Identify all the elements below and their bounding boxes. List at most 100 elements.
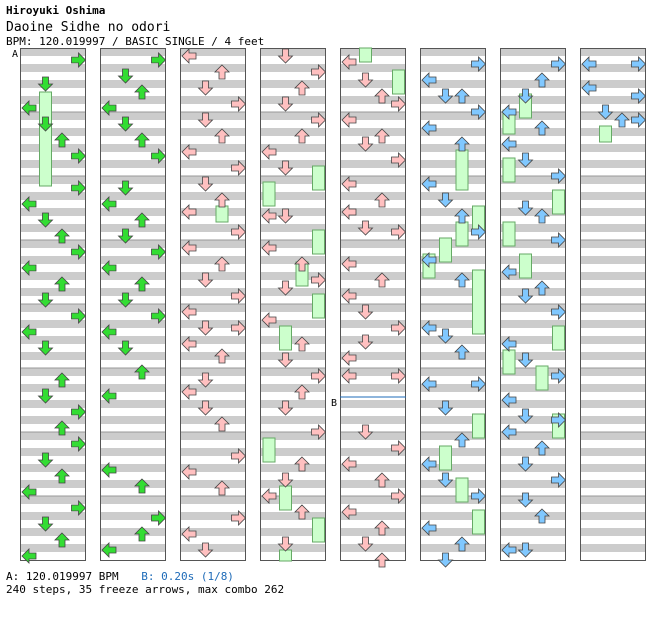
beat-stripe	[580, 304, 646, 312]
left-arrow	[181, 144, 197, 160]
beat-stripe	[20, 272, 86, 280]
left-arrow	[101, 324, 117, 340]
chart-column	[100, 48, 166, 561]
beat-stripe	[180, 416, 246, 424]
beat-stripe	[420, 304, 486, 312]
beat-stripe	[580, 240, 646, 248]
beat-stripe	[180, 128, 246, 136]
beat-stripe	[180, 80, 246, 88]
beat-stripe	[20, 144, 86, 152]
left-arrow	[21, 100, 37, 116]
left-arrow	[181, 336, 197, 352]
up-arrow	[534, 208, 550, 224]
beat-stripe	[340, 416, 406, 424]
up-arrow	[214, 480, 230, 496]
up-arrow	[214, 128, 230, 144]
beat-stripe	[20, 384, 86, 392]
left-arrow	[21, 484, 37, 500]
down-arrow	[117, 116, 134, 132]
beat-stripe	[20, 320, 86, 328]
beat-stripe	[100, 464, 166, 472]
beat-stripe	[20, 352, 86, 360]
beat-stripe	[100, 192, 166, 200]
right-arrow	[551, 412, 567, 428]
up-arrow	[54, 468, 70, 484]
up-arrow	[134, 276, 150, 292]
beat-stripe	[180, 160, 246, 168]
beat-stripe	[260, 336, 326, 344]
down-arrow	[197, 112, 214, 128]
right-arrow	[231, 448, 247, 464]
freeze-bar	[472, 269, 485, 335]
beat-stripe	[260, 480, 326, 488]
freeze-bar	[392, 69, 405, 95]
left-arrow	[181, 384, 197, 400]
beat-stripe	[420, 416, 486, 424]
right-arrow	[391, 152, 407, 168]
beat-stripe	[340, 256, 406, 264]
up-arrow	[534, 120, 550, 136]
left-arrow	[341, 256, 357, 272]
left-arrow	[421, 376, 437, 392]
beat-stripe	[20, 288, 86, 296]
freeze-bar	[502, 221, 516, 247]
beat-stripe	[260, 176, 326, 184]
left-arrow	[501, 424, 517, 440]
beat-stripe	[580, 192, 646, 200]
down-arrow	[437, 328, 454, 344]
beat-stripe	[500, 160, 566, 168]
left-arrow	[421, 72, 437, 88]
beat-stripe	[180, 48, 246, 56]
beat-stripe	[180, 224, 246, 232]
right-arrow	[551, 304, 567, 320]
beat-stripe	[500, 272, 566, 280]
down-arrow	[437, 400, 454, 416]
beat-stripe	[180, 368, 246, 376]
beat-stripe	[260, 432, 326, 440]
up-arrow	[294, 336, 310, 352]
left-arrow	[181, 204, 197, 220]
left-arrow	[101, 462, 117, 478]
left-arrow	[421, 252, 437, 268]
beat-stripe	[260, 384, 326, 392]
beat-stripe	[180, 528, 246, 536]
right-arrow	[231, 320, 247, 336]
beat-stripe	[260, 48, 326, 56]
down-arrow	[197, 372, 214, 388]
right-arrow	[151, 52, 167, 68]
down-arrow	[597, 104, 614, 120]
beat-stripe	[20, 96, 86, 104]
right-arrow	[231, 224, 247, 240]
beat-stripe	[20, 112, 86, 120]
beat-stripe	[100, 256, 166, 264]
beat-stripe	[420, 432, 486, 440]
beat-stripe	[420, 112, 486, 120]
freeze-bar	[455, 477, 469, 503]
beat-stripe	[340, 208, 406, 216]
beat-stripe	[580, 272, 646, 280]
down-arrow	[197, 272, 214, 288]
marker-a: A	[12, 49, 18, 60]
column-border	[420, 48, 486, 561]
beat-stripe	[420, 256, 486, 264]
beat-stripe	[500, 224, 566, 232]
right-arrow	[631, 56, 647, 72]
right-arrow	[231, 96, 247, 112]
beat-stripe	[420, 320, 486, 328]
beat-stripe	[260, 544, 326, 552]
beat-stripe	[20, 464, 86, 472]
beat-stripe	[340, 400, 406, 408]
step-chart: AB	[12, 47, 647, 568]
beat-stripe	[580, 464, 646, 472]
freeze-bar	[312, 165, 325, 191]
beat-stripe	[100, 480, 166, 488]
beat-stripe	[20, 224, 86, 232]
up-arrow	[214, 348, 230, 364]
down-arrow	[277, 96, 294, 112]
beat-stripe	[580, 144, 646, 152]
beat-stripe	[260, 512, 326, 520]
beat-stripe	[500, 112, 566, 120]
beat-stripe	[340, 64, 406, 72]
right-arrow	[71, 308, 87, 324]
beat-stripe	[180, 384, 246, 392]
